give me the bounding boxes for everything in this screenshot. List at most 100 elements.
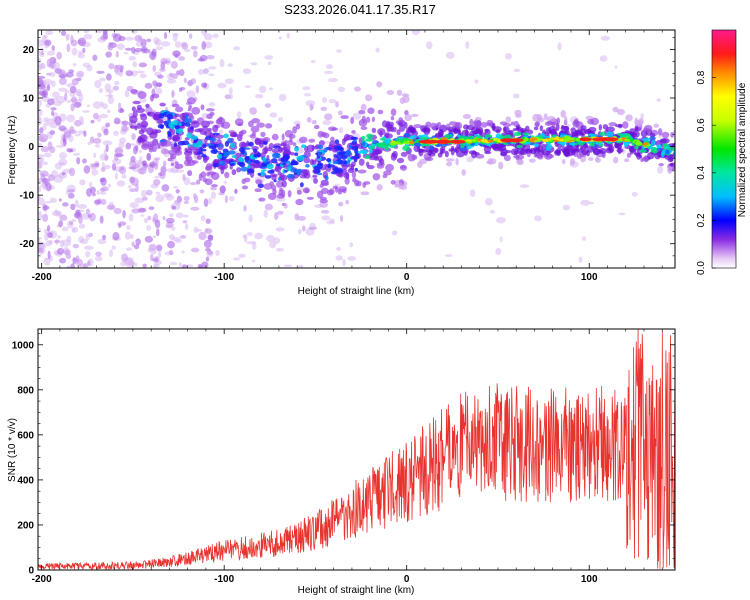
ridge-cell [569, 141, 576, 146]
noise-cell [129, 188, 137, 193]
noise-cell [215, 249, 220, 257]
noise-cell [108, 91, 112, 99]
noise-cell [154, 220, 161, 229]
signal-cell [341, 138, 346, 146]
noise-cell [100, 167, 106, 172]
spectrogram-heatmap [38, 30, 675, 268]
noise-cell [124, 231, 131, 240]
signal-cell [130, 89, 138, 94]
signal-cell [183, 159, 192, 167]
signal-cell [231, 169, 237, 176]
noise-cell [466, 156, 474, 163]
signal-cell [306, 116, 312, 123]
noise-cell [131, 241, 135, 247]
signal-cell [255, 179, 263, 185]
noise-cell [87, 260, 91, 267]
noise-cell [325, 64, 333, 70]
noise-cell [557, 42, 562, 51]
signal-cell [224, 171, 230, 179]
signal-cell [303, 157, 311, 164]
signal-cell [474, 116, 482, 122]
noise-cell [132, 61, 138, 68]
noise-cell [172, 33, 178, 42]
ridge-cell [351, 145, 359, 151]
ridge-peak-cell [564, 137, 571, 142]
signal-cell [309, 158, 315, 166]
signal-cell [172, 73, 178, 80]
signal-cell [136, 104, 142, 110]
noise-cell [128, 184, 132, 189]
signal-cell [236, 167, 242, 173]
ridge-cell [192, 143, 198, 148]
signal-cell [616, 108, 625, 116]
ridge-cell [376, 143, 384, 148]
signal-cell [338, 201, 344, 207]
signal-cell [399, 124, 406, 132]
ridge-cell [216, 153, 223, 159]
ridge-cell [218, 160, 226, 166]
noise-cell [61, 226, 69, 232]
ridge-cell [334, 139, 340, 145]
signal-cell [371, 127, 377, 133]
signal-cell [220, 122, 225, 128]
noise-cell [203, 33, 213, 41]
noise-cell [120, 261, 127, 267]
noise-cell [58, 125, 67, 131]
noise-cell [210, 191, 216, 199]
ridge-cell [240, 148, 245, 155]
noise-cell [105, 144, 109, 153]
noise-cell [50, 107, 57, 111]
ridge-cell [253, 153, 259, 158]
noise-cell [59, 73, 66, 79]
ridge-peak-cell [643, 142, 649, 146]
signal-cell [292, 142, 297, 147]
noise-cell [72, 63, 77, 67]
spectrogram-y-tick-label: 20 [23, 45, 35, 56]
noise-cell [115, 50, 119, 58]
ridge-peak-cell [408, 141, 415, 145]
signal-cell [376, 184, 383, 191]
ridge-cell [665, 149, 670, 155]
noise-cell [54, 162, 63, 170]
signal-cell [337, 191, 342, 195]
signal-cell [284, 139, 288, 144]
ridge-cell [280, 157, 284, 163]
noise-cell [631, 191, 638, 197]
ridge-cell [350, 136, 356, 141]
noise-cell [152, 235, 157, 239]
noise-cell [44, 201, 52, 204]
ridge-hotspot [579, 137, 592, 142]
signal-cell [371, 116, 376, 123]
signal-cell [420, 125, 428, 133]
noise-cell [269, 241, 277, 249]
colorbar: 0.0 0.2 0.4 0.6 0.8 Normalized spectral ampl… [696, 29, 748, 275]
noise-cell [131, 208, 141, 214]
noise-cell [104, 83, 112, 91]
signal-cell [243, 204, 247, 212]
noise-cell [43, 116, 49, 123]
noise-cell [335, 255, 343, 261]
ridge-peak-cell [414, 139, 419, 143]
signal-cell [215, 134, 224, 139]
ridge-cell [230, 142, 236, 149]
noise-cell [128, 166, 137, 170]
spectrogram-y-axis: 20 10 0 -10 -20 [20, 36, 675, 269]
noise-cell [57, 87, 68, 92]
ridge-cell [273, 179, 277, 183]
signal-cell [491, 123, 496, 131]
ridge-hotspot [450, 139, 466, 144]
noise-cell [94, 144, 101, 148]
signal-cell [216, 117, 226, 125]
noise-cell [204, 41, 213, 49]
noise-cell [562, 204, 571, 211]
noise-cell [160, 57, 168, 65]
signal-cell [486, 119, 494, 126]
noise-cell [69, 221, 73, 226]
noise-cell [155, 194, 165, 203]
signal-cell [612, 156, 619, 164]
noise-cell [98, 88, 104, 94]
noise-cell [133, 244, 140, 250]
signal-cell [311, 119, 317, 125]
noise-cell [489, 210, 496, 214]
